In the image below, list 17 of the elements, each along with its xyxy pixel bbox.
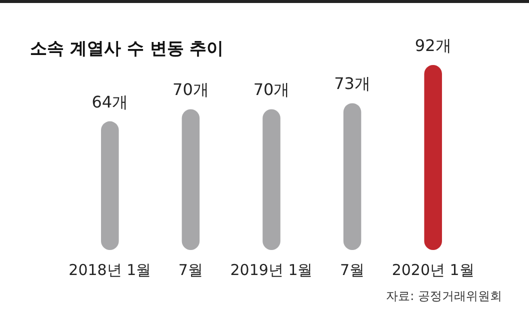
bar <box>262 109 280 250</box>
text: 자료: 공정거래위원회 <box>386 289 502 303</box>
data-label: 92개 <box>414 36 452 55</box>
bar <box>182 109 200 250</box>
x-tick-label: 2020년 1월 <box>392 261 474 279</box>
chart-title: 소속 계열사 수 변동 추이 <box>30 39 224 59</box>
x-tick-label: 7월 <box>340 261 365 279</box>
x-tick-label: 2019년 1월 <box>230 261 313 279</box>
data-label: 73개 <box>334 74 370 94</box>
x-tick-label: 2018년 1월 <box>68 261 152 279</box>
data-label: 70개 <box>253 80 290 100</box>
data-label: 70개 <box>172 80 209 100</box>
bar <box>101 121 119 250</box>
bar <box>343 103 362 250</box>
bar <box>424 65 442 250</box>
data-label: 64개 <box>92 92 128 112</box>
x-tick-label: 7월 <box>178 261 203 279</box>
